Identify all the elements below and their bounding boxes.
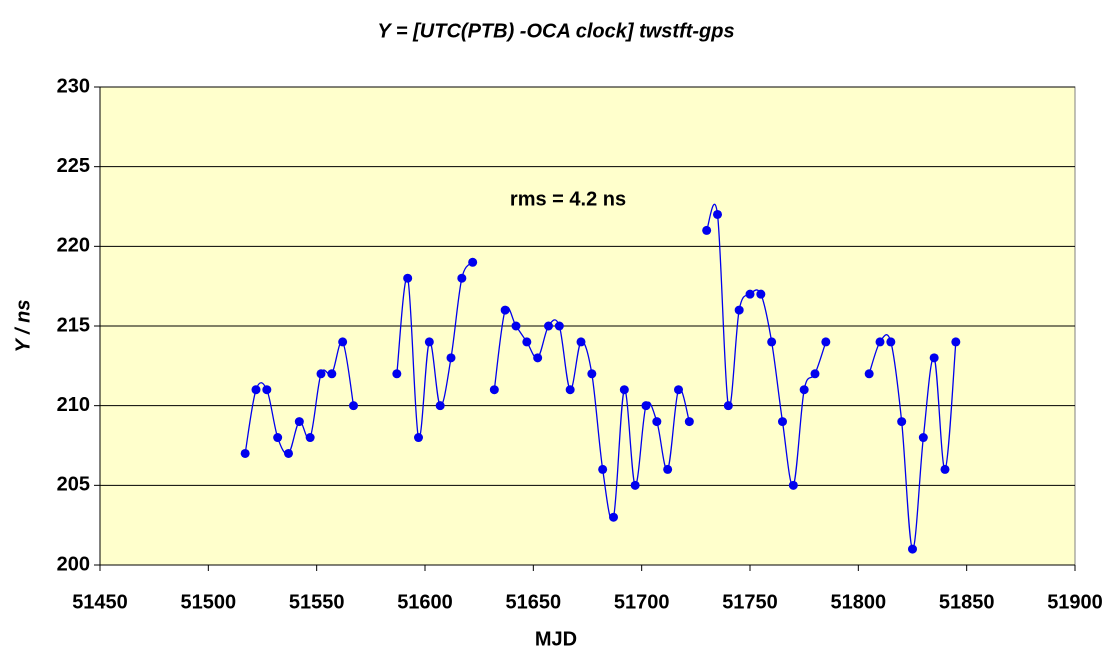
data-point bbox=[864, 369, 874, 379]
data-point bbox=[875, 337, 885, 347]
data-point bbox=[598, 464, 608, 474]
data-point bbox=[641, 401, 651, 411]
data-point bbox=[316, 369, 326, 379]
data-point bbox=[533, 353, 543, 363]
data-point bbox=[392, 369, 402, 379]
data-point bbox=[940, 464, 950, 474]
data-point bbox=[273, 433, 283, 443]
data-point bbox=[723, 401, 733, 411]
y-tick-label: 220 bbox=[57, 235, 90, 257]
x-tick-label: 51800 bbox=[831, 591, 887, 613]
data-point bbox=[251, 385, 261, 395]
y-tick-label: 210 bbox=[57, 394, 90, 416]
data-point bbox=[338, 337, 348, 347]
y-tick-label: 200 bbox=[57, 553, 90, 575]
data-point bbox=[544, 321, 553, 331]
data-point bbox=[305, 433, 315, 443]
data-point bbox=[674, 385, 683, 395]
x-tick-label: 51600 bbox=[397, 591, 453, 613]
y-tick-label: 215 bbox=[57, 314, 90, 336]
y-tick-label: 225 bbox=[57, 155, 90, 177]
data-point bbox=[929, 353, 939, 363]
data-point bbox=[262, 385, 272, 395]
data-point bbox=[414, 433, 423, 443]
data-point bbox=[240, 448, 250, 458]
x-tick-label: 51850 bbox=[939, 591, 995, 613]
x-axis-label: MJD bbox=[535, 628, 577, 650]
data-point bbox=[652, 417, 662, 427]
data-point bbox=[424, 337, 434, 347]
data-point bbox=[713, 209, 722, 219]
data-point bbox=[908, 544, 917, 554]
x-tick-label: 51650 bbox=[506, 591, 562, 613]
data-point bbox=[778, 417, 787, 427]
data-point bbox=[576, 337, 586, 347]
data-point bbox=[522, 337, 532, 347]
data-point bbox=[489, 385, 499, 395]
data-point bbox=[663, 464, 673, 474]
data-point bbox=[756, 289, 766, 299]
x-tick-label: 51550 bbox=[289, 591, 345, 613]
data-point bbox=[403, 273, 413, 283]
data-point bbox=[619, 385, 629, 395]
data-point bbox=[734, 305, 744, 315]
data-point bbox=[587, 369, 597, 379]
data-point bbox=[821, 337, 831, 347]
data-point bbox=[349, 401, 358, 411]
data-point bbox=[886, 337, 896, 347]
data-point bbox=[446, 353, 456, 363]
data-point bbox=[702, 225, 712, 235]
x-tick-label: 51450 bbox=[72, 591, 128, 613]
data-point bbox=[918, 433, 928, 443]
data-point bbox=[294, 417, 304, 427]
data-point bbox=[897, 417, 907, 427]
data-point bbox=[799, 385, 809, 395]
data-point bbox=[500, 305, 510, 315]
x-tick-label: 51500 bbox=[181, 591, 237, 613]
data-point bbox=[630, 480, 640, 490]
data-point bbox=[684, 417, 694, 427]
data-point bbox=[565, 385, 575, 395]
data-point bbox=[951, 337, 961, 347]
x-tick-label: 51700 bbox=[614, 591, 670, 613]
data-point bbox=[284, 448, 293, 458]
data-point bbox=[745, 289, 755, 299]
data-point bbox=[327, 369, 337, 379]
data-point bbox=[767, 337, 777, 347]
x-tick-label: 51750 bbox=[722, 591, 778, 613]
data-point bbox=[554, 321, 564, 331]
data-point bbox=[457, 273, 467, 283]
data-point bbox=[468, 257, 478, 267]
annotation: rms = 4.2 ns bbox=[510, 188, 626, 210]
data-point bbox=[511, 321, 521, 331]
data-point bbox=[810, 369, 820, 379]
x-tick-label: 51900 bbox=[1047, 591, 1103, 613]
data-point bbox=[609, 512, 618, 522]
chart-title: Y = [UTC(PTB) -OCA clock] twstft-gps bbox=[377, 20, 734, 42]
y-tick-label: 230 bbox=[57, 75, 90, 97]
y-tick-label: 205 bbox=[57, 474, 90, 496]
data-point bbox=[435, 401, 445, 411]
y-axis-label: Y / ns bbox=[12, 300, 34, 353]
data-point bbox=[788, 480, 798, 490]
